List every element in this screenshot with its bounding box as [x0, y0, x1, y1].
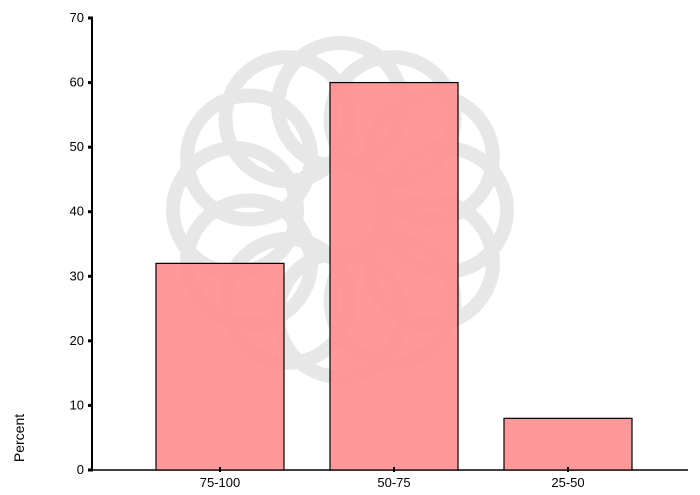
y-tick-label: 10 [70, 397, 84, 412]
y-tick-label: 30 [70, 268, 84, 283]
y-tick-label: 0 [77, 462, 84, 477]
y-tick-label: 50 [70, 139, 84, 154]
y-tick-label: 60 [70, 75, 84, 90]
x-tick-label: 25-50 [551, 475, 584, 490]
bar-75-100 [155, 262, 285, 471]
bar-50-75 [329, 81, 459, 471]
y-tick-label: 40 [70, 204, 84, 219]
y-axis-ticks: 0 10 20 30 40 50 60 70 [70, 10, 93, 477]
bar-25-50 [503, 417, 633, 471]
x-axis-ticks: 75-100 50-75 25-50 [200, 467, 585, 490]
x-tick-label: 50-75 [377, 475, 410, 490]
watermark-petal [180, 88, 319, 227]
y-tick-label: 20 [70, 333, 84, 348]
bars [155, 81, 633, 471]
y-tick-label: 70 [70, 10, 84, 25]
x-tick-label: 75-100 [200, 475, 240, 490]
y-axis-label: Percent [11, 414, 27, 462]
